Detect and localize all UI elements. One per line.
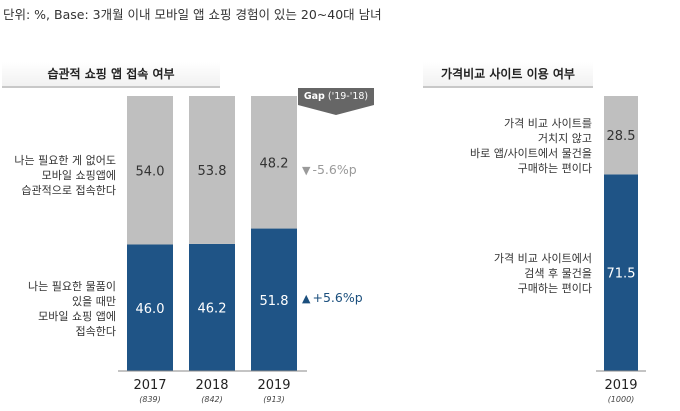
gap-badge-pointer	[298, 105, 374, 115]
x-tick-label: 2018	[195, 378, 228, 393]
gap-bottom-text: +5.6%p	[312, 290, 363, 305]
left-label-bottom-line: 있을 때만	[72, 295, 116, 308]
bar-segment-top	[127, 96, 173, 245]
bar-value-label: 48.2	[260, 156, 289, 171]
left-label-top-line: 나는 필요한 게 없어도	[14, 154, 116, 167]
bar-segment-bottom	[251, 228, 297, 371]
bar-segment-top	[251, 96, 297, 229]
left-label-bottom-line: 나는 필요한 물품이	[28, 280, 116, 293]
bar-segment-bottom	[189, 243, 235, 371]
down-triangle-icon: ▼	[302, 164, 311, 177]
sample-size-label: (913)	[263, 395, 285, 404]
sample-size-label: (842)	[201, 395, 223, 404]
left-label-bottom-line: 모바일 쇼핑 앱에	[38, 310, 116, 323]
x-tick-label: 2017	[133, 378, 166, 393]
bar-segment-bottom	[604, 174, 638, 371]
unit-note: 단위: %, Base: 3개월 이내 모바일 앱 쇼핑 경험이 있는 20~4…	[3, 7, 382, 22]
x-tick-label: 2019	[604, 378, 637, 393]
gap-badge-label: Gap	[303, 91, 325, 102]
bar-value-label: 71.5	[607, 267, 636, 282]
right-label-bottom: 가격 비교 사이트에서 검색 후 물건을 구매하는 편이다	[494, 251, 592, 296]
gap-bottom-value: ▲ +5.6%p	[302, 290, 363, 305]
bar-value-label: 54.0	[136, 164, 165, 179]
up-triangle-icon: ▲	[302, 292, 311, 305]
left-label-bottom: 나는 필요한 물품이 있을 때만 모바일 쇼핑 앱에 접속한다	[28, 279, 116, 339]
right-label-top-line: 거치지 않고	[537, 132, 592, 145]
bar-value-label: 46.2	[198, 301, 227, 316]
left-label-bottom-line: 접속한다	[75, 325, 116, 338]
bar-segment-bottom	[127, 244, 173, 371]
right-label-top: 가격 비교 사이트를 거치지 않고 바로 앱/사이트에서 물건을 구매하는 편이…	[470, 116, 592, 176]
bar-segment-top	[604, 96, 638, 175]
right-label-bottom-line: 구매하는 편이다	[517, 282, 592, 295]
bar-value-label: 53.8	[198, 164, 227, 179]
bar-value-label: 46.0	[136, 302, 165, 317]
bar-segment-top	[189, 96, 235, 244]
sample-size-label: (839)	[139, 395, 161, 404]
right-label-top-line: 바로 앱/사이트에서 물건을	[469, 147, 592, 160]
right-label-bottom-line: 가격 비교 사이트에서	[493, 252, 592, 265]
bar-value-label: 51.8	[260, 294, 289, 309]
left-chart-title: 습관적 쇼핑 앱 접속 여부	[2, 62, 220, 88]
left-label-top-line: 습관적으로 접속한다	[21, 184, 116, 197]
x-tick-label: 2019	[257, 378, 290, 393]
gap-top-value: ▼ -5.6%p	[302, 162, 357, 177]
right-label-bottom-line: 검색 후 물건을	[524, 267, 592, 280]
right-chart-title: 가격비교 사이트 이용 여부	[423, 62, 593, 88]
right-label-top-line: 구매하는 편이다	[517, 162, 592, 175]
right-label-top-line: 가격 비교 사이트를	[504, 117, 592, 130]
sample-size-label: (1000)	[608, 395, 635, 404]
bar-value-label: 28.5	[607, 129, 636, 144]
gap-top-text: -5.6%p	[312, 162, 357, 177]
left-label-top: 나는 필요한 게 없어도 모바일 쇼핑앱에 습관적으로 접속한다	[14, 153, 116, 198]
gap-badge: Gap ('19-'18)	[298, 88, 374, 105]
gap-badge-period: ('19-'18)	[327, 91, 369, 102]
left-label-top-line: 모바일 쇼핑앱에	[41, 169, 116, 182]
